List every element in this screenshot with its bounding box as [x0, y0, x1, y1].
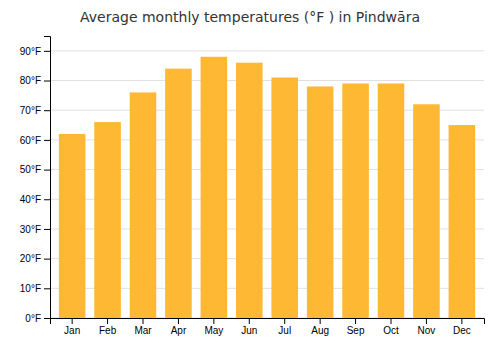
x-tick-label: Nov [418, 325, 436, 336]
x-tick: May [204, 318, 223, 336]
x-tick-label: Sep [347, 325, 365, 336]
y-tick: 0°F [25, 313, 50, 324]
x-axis: Jan Feb Mar Apr May Jun Jul Aug Sep Oct Nov Dec [51, 318, 485, 336]
y-tick-label: 40°F [20, 194, 41, 205]
x-tick: Aug [311, 318, 329, 336]
x-tick-label: Oct [383, 325, 399, 336]
x-tick: Mar [134, 318, 152, 336]
y-axis: 0°F 10°F 20°F 30°F 40°F 50°F 60°F 70°F 80°F 90°F [20, 37, 51, 324]
y-tick-label: 80°F [20, 75, 41, 86]
bar [236, 63, 263, 318]
x-tick-mark [107, 318, 108, 324]
y-tick: 60°F [20, 135, 50, 146]
y-tick-mark [44, 259, 50, 260]
x-tick-mark [461, 318, 462, 324]
x-tick-mark [355, 318, 356, 324]
x-tick: Jul [278, 318, 291, 336]
bar [378, 83, 405, 318]
y-tick: 50°F [20, 164, 50, 175]
x-tick: Jan [64, 318, 80, 336]
x-tick: Apr [171, 318, 187, 336]
x-tick-mark [213, 318, 214, 324]
y-tick-label: 60°F [20, 135, 41, 146]
x-tick: Nov [418, 318, 436, 336]
y-tick: 40°F [20, 194, 50, 205]
x-tick-mark [249, 318, 250, 324]
y-tick-label: 30°F [20, 224, 41, 235]
y-tick-mark [44, 288, 50, 289]
y-tick: 80°F [20, 75, 50, 86]
bar [94, 122, 121, 318]
y-tick-label: 70°F [20, 105, 41, 116]
bar [59, 134, 86, 318]
grid [50, 51, 484, 318]
chart: Average monthly temperatures (°F ) in Pi… [0, 0, 500, 350]
x-tick-mark [284, 318, 285, 324]
x-tick-label: Aug [311, 325, 329, 336]
x-tick-mark [426, 318, 427, 324]
x-tick-label: Jul [278, 325, 291, 336]
y-tick: 10°F [20, 283, 50, 294]
bar [413, 104, 440, 318]
x-tick: Sep [347, 318, 365, 336]
y-tick-label: 10°F [20, 283, 41, 294]
bar [307, 86, 334, 318]
y-tick-mark [44, 229, 50, 230]
x-tick-mark [178, 318, 179, 324]
bar [201, 57, 228, 318]
y-tick-mark [44, 51, 50, 52]
y-tick: 70°F [20, 105, 50, 116]
grid-line [50, 80, 484, 81]
bar [271, 78, 298, 318]
y-tick-label: 90°F [20, 46, 41, 57]
y-tick: 20°F [20, 253, 50, 264]
axis-line [44, 37, 51, 319]
bar [449, 125, 476, 318]
x-tick-mark [391, 318, 392, 324]
plot: Jan Feb Mar Apr May Jun Jul Aug Sep Oct Nov Dec 0°F 1… [20, 37, 485, 337]
y-tick-mark [44, 318, 50, 319]
x-tick-mark [72, 318, 73, 324]
x-tick: Oct [383, 318, 399, 336]
y-tick-mark [44, 140, 50, 141]
bar [165, 69, 192, 318]
y-tick-mark [44, 110, 50, 111]
x-tick-label: Jan [64, 325, 80, 336]
x-tick: Jun [241, 318, 257, 336]
x-tick: Dec [453, 318, 471, 336]
title: Average monthly temperatures (°F ) in Pi… [80, 9, 420, 25]
bar [342, 83, 369, 318]
y-tick-mark [44, 170, 50, 171]
y-tick: 30°F [20, 224, 50, 235]
axis-line [51, 319, 485, 325]
y-tick-label: 0°F [25, 313, 41, 324]
x-tick: Feb [99, 318, 117, 336]
x-tick-label: Dec [453, 325, 471, 336]
grid-line [50, 50, 484, 51]
x-tick-label: Apr [171, 325, 187, 336]
x-tick-label: Jun [241, 325, 257, 336]
y-tick-label: 20°F [20, 253, 41, 264]
x-tick-label: Mar [134, 325, 152, 336]
x-tick-mark [143, 318, 144, 324]
x-tick-label: Feb [99, 325, 117, 336]
y-tick-mark [44, 199, 50, 200]
x-tick-label: May [204, 325, 223, 336]
x-tick-mark [320, 318, 321, 324]
y-tick-mark [44, 81, 50, 82]
y-tick-label: 50°F [20, 164, 41, 175]
bars [59, 57, 475, 318]
y-tick: 90°F [20, 46, 50, 57]
bar [130, 92, 157, 318]
